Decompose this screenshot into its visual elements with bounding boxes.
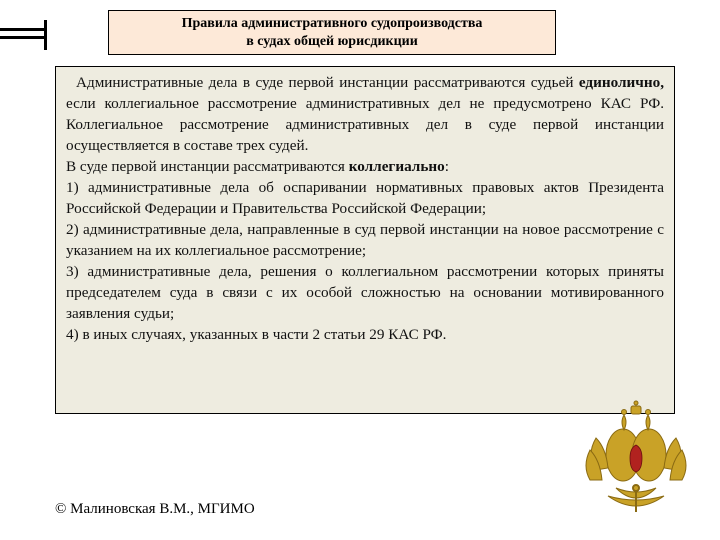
content-box: Административные дела в суде первой инст… <box>55 66 675 414</box>
p2-bold: коллегиально <box>349 158 445 175</box>
p2-text-a: В суде первой инстанции рассматриваются <box>66 158 349 175</box>
list-item-2: 2) административные дела, направленные в… <box>66 220 664 262</box>
list-item-4: 4) в иных случаях, указанных в части 2 с… <box>66 325 664 346</box>
paragraph-1: Административные дела в суде первой инст… <box>66 73 664 157</box>
p1-text-a: Административные дела в суде первой инст… <box>76 74 579 91</box>
p1-text-b: если коллегиальное рассмотрение админист… <box>66 95 664 154</box>
list-item-1: 1) административные дела об оспаривании … <box>66 178 664 220</box>
footer-copyright: © Малиновская В.М., МГИМО <box>55 501 255 518</box>
decorative-rules <box>0 20 44 50</box>
list-item-3: 3) административные дела, решения о колл… <box>66 262 664 325</box>
title-box: Правила административного судопроизводст… <box>108 10 556 55</box>
title-line-2: в судах общей юрисдикции <box>115 33 549 51</box>
paragraph-2: В суде первой инстанции рассматриваются … <box>66 157 664 178</box>
coat-of-arms-icon <box>576 400 696 520</box>
p1-bold: единолично, <box>579 74 664 91</box>
p2-text-b: : <box>445 158 449 175</box>
decorative-vertical-bar <box>44 20 47 50</box>
title-line-1: Правила административного судопроизводст… <box>115 15 549 33</box>
